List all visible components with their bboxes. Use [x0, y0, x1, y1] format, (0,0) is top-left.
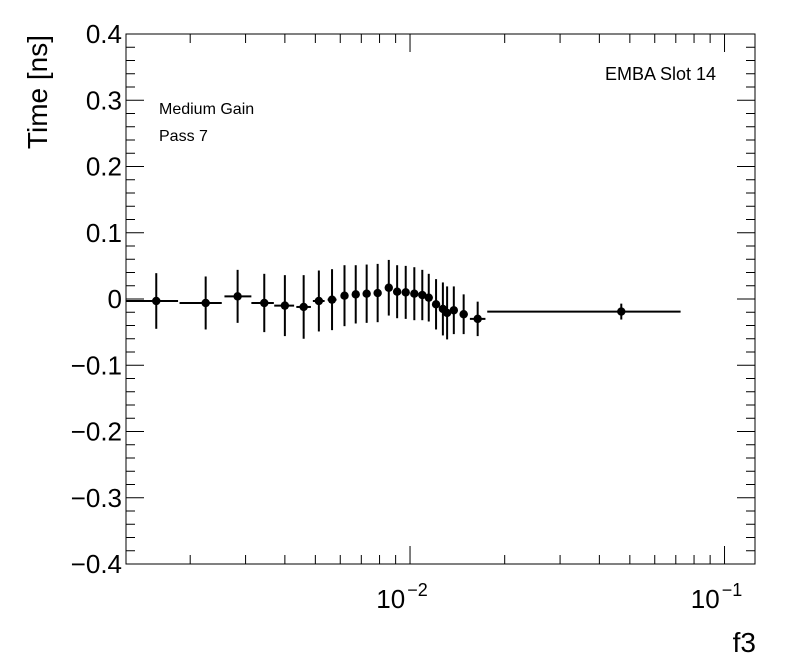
- x-tick-label: 10 −2: [376, 580, 427, 614]
- x-tick-label: 10 −1: [691, 580, 742, 614]
- y-tick-label: 0.3: [86, 85, 122, 115]
- data-point: [296, 275, 311, 339]
- data-point: [431, 279, 441, 330]
- data-point: [251, 273, 274, 333]
- y-tick-label: −0.2: [71, 417, 122, 447]
- data-point: [424, 273, 433, 322]
- data-point: [449, 286, 459, 335]
- y-tick-label: 0.2: [86, 152, 122, 182]
- data-point: [179, 276, 222, 330]
- data-point: [418, 269, 427, 321]
- data-point: [224, 269, 252, 323]
- data-point: [487, 303, 681, 320]
- data-point: [373, 263, 382, 323]
- marker: [384, 283, 393, 292]
- data-point: [126, 273, 179, 329]
- marker: [280, 301, 290, 310]
- data-point: [410, 267, 419, 321]
- gain-annotation: Medium Gain: [159, 101, 254, 118]
- data-point: [274, 275, 295, 337]
- marker: [459, 310, 468, 319]
- marker: [201, 298, 210, 308]
- data-point: [351, 265, 360, 324]
- y-tick-label: −0.4: [71, 549, 122, 579]
- marker: [617, 307, 626, 316]
- marker: [362, 289, 371, 298]
- data-point: [392, 265, 402, 319]
- data-point: [327, 269, 337, 331]
- marker: [299, 302, 308, 312]
- data-point: [469, 301, 486, 337]
- marker: [442, 308, 452, 318]
- marker: [233, 292, 242, 301]
- marker: [473, 314, 482, 324]
- data-point: [401, 265, 410, 319]
- x-axis-label: f3: [733, 627, 756, 658]
- marker: [314, 296, 324, 306]
- data-point: [362, 264, 371, 323]
- data-point: [312, 270, 325, 332]
- y-tick-label: 0.1: [86, 218, 122, 248]
- marker: [431, 300, 441, 309]
- marker: [449, 306, 459, 315]
- y-axis-label: Time [ns]: [22, 35, 53, 149]
- data-point: [442, 286, 452, 340]
- data-point: [384, 259, 393, 316]
- axis-labels: 0.4 0.3 0.2 0.1 0 −0.1 −0.2 −0.3 −0.4 10 −2 10 −1: [71, 19, 743, 614]
- marker: [351, 290, 360, 299]
- slot-annotation: EMBA Slot 14: [605, 64, 716, 84]
- marker: [418, 290, 427, 300]
- marker: [152, 296, 161, 306]
- data-point: [340, 265, 349, 327]
- axis-ticks: [126, 33, 755, 565]
- marker: [373, 288, 382, 298]
- marker: [340, 291, 349, 300]
- marker: [260, 298, 269, 308]
- y-tick-label: 0: [108, 284, 122, 314]
- y-tick-label: −0.1: [71, 350, 122, 380]
- marker: [410, 289, 419, 298]
- data-point: [459, 294, 468, 335]
- marker: [401, 288, 410, 297]
- data-points: [126, 259, 681, 340]
- marker: [392, 287, 402, 296]
- y-tick-label: 0.4: [86, 19, 122, 49]
- pass-annotation: Pass 7: [159, 128, 208, 145]
- marker: [327, 295, 337, 304]
- marker: [424, 293, 433, 302]
- y-tick-label: −0.3: [71, 483, 122, 513]
